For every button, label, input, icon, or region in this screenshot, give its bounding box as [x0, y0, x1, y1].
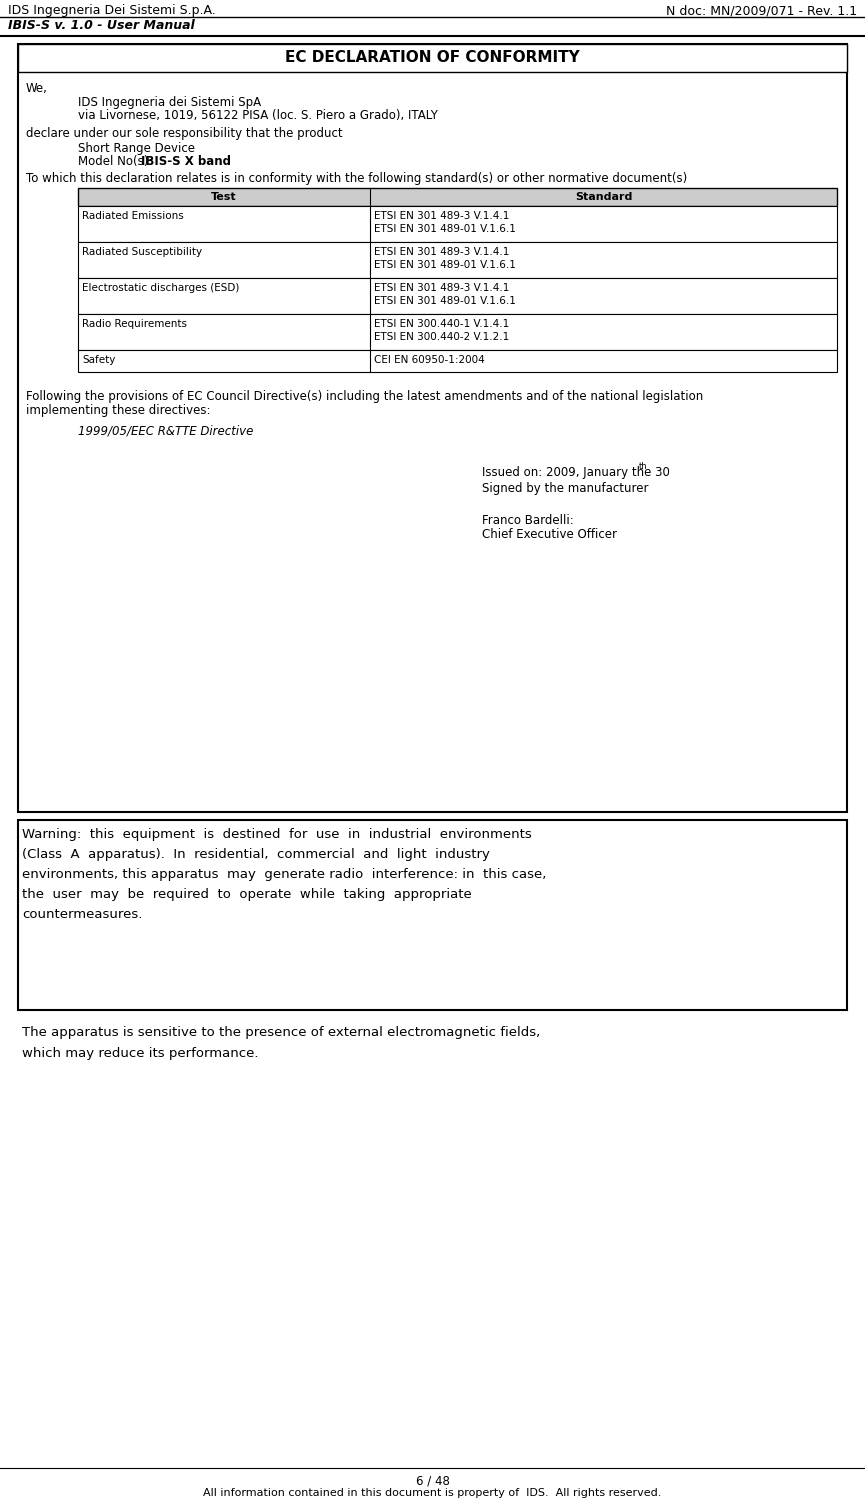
Text: ETSI EN 301 489-01 V.1.6.1: ETSI EN 301 489-01 V.1.6.1 [375, 296, 516, 306]
Text: Warning:  this  equipment  is  destined  for  use  in  industrial  environments: Warning: this equipment is destined for … [22, 828, 532, 842]
Text: Chief Executive Officer: Chief Executive Officer [483, 528, 618, 542]
Text: ETSI EN 301 489-01 V.1.6.1: ETSI EN 301 489-01 V.1.6.1 [375, 224, 516, 234]
Text: Issued on: 2009, January the 30: Issued on: 2009, January the 30 [483, 466, 670, 478]
Text: Signed by the manufacturer: Signed by the manufacturer [483, 482, 649, 495]
FancyBboxPatch shape [18, 44, 847, 812]
Text: IDS Ingegneria Dei Sistemi S.p.A.: IDS Ingegneria Dei Sistemi S.p.A. [8, 4, 215, 16]
Text: Radio Requirements: Radio Requirements [82, 320, 187, 328]
Text: CEI EN 60950-1:2004: CEI EN 60950-1:2004 [375, 356, 485, 364]
Text: Safety: Safety [82, 356, 115, 364]
Text: which may reduce its performance.: which may reduce its performance. [22, 1047, 259, 1060]
Text: Standard: Standard [575, 192, 632, 202]
Text: IBIS-S X band: IBIS-S X band [141, 154, 231, 168]
Text: countermeasures.: countermeasures. [22, 908, 143, 921]
FancyBboxPatch shape [78, 278, 837, 314]
FancyBboxPatch shape [78, 206, 837, 242]
Text: All information contained in this document is property of  IDS.  All rights rese: All information contained in this docume… [203, 1488, 662, 1498]
Text: (Class  A  apparatus).  In  residential,  commercial  and  light  industry: (Class A apparatus). In residential, com… [22, 847, 490, 861]
Text: We,: We, [26, 82, 48, 94]
FancyBboxPatch shape [78, 314, 837, 350]
Text: ETSI EN 301 489-3 V.1.4.1: ETSI EN 301 489-3 V.1.4.1 [375, 284, 509, 292]
Text: ETSI EN 301 489-3 V.1.4.1: ETSI EN 301 489-3 V.1.4.1 [375, 211, 509, 220]
Text: via Livornese, 1019, 56122 PISA (loc. S. Piero a Grado), ITALY: via Livornese, 1019, 56122 PISA (loc. S.… [78, 110, 438, 122]
Text: Test: Test [211, 192, 237, 202]
Text: ETSI EN 301 489-3 V.1.4.1: ETSI EN 301 489-3 V.1.4.1 [375, 248, 509, 256]
Text: declare under our sole responsibility that the product: declare under our sole responsibility th… [26, 128, 343, 140]
Text: the  user  may  be  required  to  operate  while  taking  appropriate: the user may be required to operate whil… [22, 888, 471, 902]
FancyBboxPatch shape [78, 242, 837, 278]
Text: EC DECLARATION OF CONFORMITY: EC DECLARATION OF CONFORMITY [285, 51, 580, 66]
FancyBboxPatch shape [18, 44, 847, 72]
FancyBboxPatch shape [78, 188, 837, 206]
Text: 6 / 48: 6 / 48 [415, 1474, 450, 1486]
Text: ETSI EN 300.440-2 V.1.2.1: ETSI EN 300.440-2 V.1.2.1 [375, 332, 509, 342]
Text: ETSI EN 301 489-01 V.1.6.1: ETSI EN 301 489-01 V.1.6.1 [375, 260, 516, 270]
Text: 1999/05/EEC R&TTE Directive: 1999/05/EEC R&TTE Directive [78, 424, 253, 436]
Text: IDS Ingegneria dei Sistemi SpA: IDS Ingegneria dei Sistemi SpA [78, 96, 261, 109]
Text: Franco Bardelli:: Franco Bardelli: [483, 514, 574, 526]
Text: Following the provisions of EC Council Directive(s) including the latest amendme: Following the provisions of EC Council D… [26, 390, 703, 404]
Text: th: th [639, 462, 648, 471]
Text: The apparatus is sensitive to the presence of external electromagnetic fields,: The apparatus is sensitive to the presen… [22, 1026, 541, 1039]
Text: Radiated Susceptibility: Radiated Susceptibility [82, 248, 202, 256]
Text: environments, this apparatus  may  generate radio  interference: in  this case,: environments, this apparatus may generat… [22, 868, 547, 880]
Text: Radiated Emissions: Radiated Emissions [82, 211, 183, 220]
Text: ETSI EN 300.440-1 V.1.4.1: ETSI EN 300.440-1 V.1.4.1 [375, 320, 509, 328]
FancyBboxPatch shape [78, 350, 837, 372]
Text: implementing these directives:: implementing these directives: [26, 404, 210, 417]
Text: Short Range Device: Short Range Device [78, 142, 195, 154]
Text: To which this declaration relates is in conformity with the following standard(s: To which this declaration relates is in … [26, 172, 688, 184]
Text: Electrostatic discharges (ESD): Electrostatic discharges (ESD) [82, 284, 240, 292]
Text: IBIS-S v. 1.0 - User Manual: IBIS-S v. 1.0 - User Manual [8, 20, 195, 32]
FancyBboxPatch shape [18, 821, 847, 1010]
Text: N doc: MN/2009/071 - Rev. 1.1: N doc: MN/2009/071 - Rev. 1.1 [666, 4, 857, 16]
Text: Model No(s):: Model No(s): [78, 154, 156, 168]
